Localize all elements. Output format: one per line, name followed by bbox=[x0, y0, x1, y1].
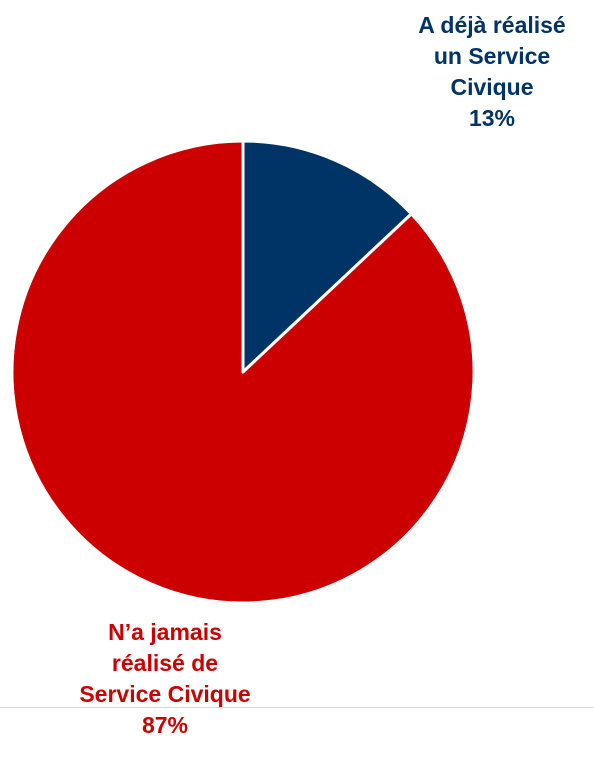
slice-value-label: 13% bbox=[468, 105, 516, 131]
slice-label-line: un Service bbox=[433, 43, 551, 69]
slice-label-deja-realise: A déjà réalisé un Service Civique 13% bbox=[392, 10, 592, 134]
slice-label-line: Civique bbox=[450, 74, 534, 100]
slice-label-jamais-realise: N’a jamais réalisé de Service Civique 87… bbox=[40, 617, 290, 741]
slice-value-label: 87% bbox=[141, 712, 189, 738]
bottom-divider bbox=[0, 707, 594, 708]
slice-label-line: A déjà réalisé bbox=[418, 12, 566, 38]
slice-label-line: réalisé de bbox=[111, 650, 219, 676]
slice-label-line: N’a jamais bbox=[108, 619, 222, 645]
pie-slice-1 bbox=[10, 139, 476, 605]
pie-slice-0 bbox=[241, 139, 413, 374]
slice-label-line: Service Civique bbox=[79, 681, 251, 707]
